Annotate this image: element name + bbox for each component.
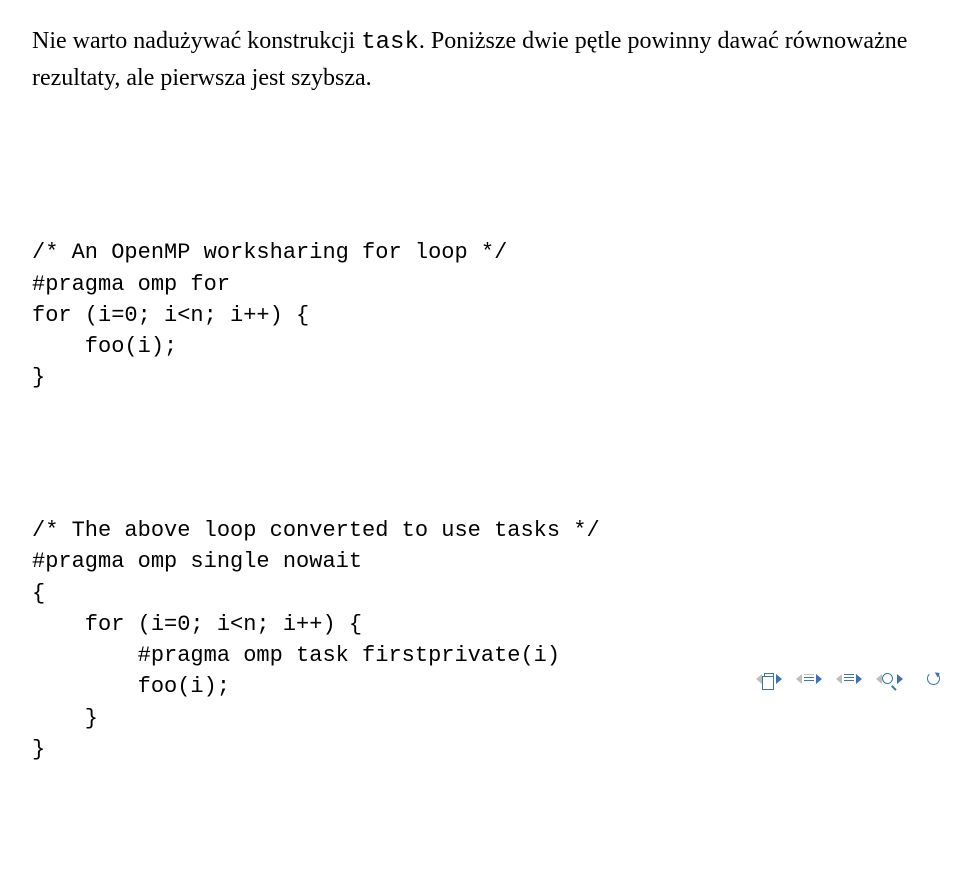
prev-subsection-icon[interactable] (796, 674, 802, 684)
code-listing: /* An OpenMP worksharing for loop */ #pr… (32, 144, 928, 856)
prev-section-icon[interactable] (836, 674, 842, 684)
next-subsection-icon[interactable] (816, 674, 822, 684)
code-line: for (i=0; i<n; i++) { (32, 612, 362, 637)
code-block-2: /* The above loop converted to use tasks… (32, 484, 928, 765)
search-icon[interactable] (882, 673, 893, 684)
nav-search-group (876, 673, 903, 684)
frame-icon (764, 673, 774, 685)
code-line: { (32, 581, 45, 606)
intro-text-1: Nie warto nadużywać konstrukcji (32, 28, 361, 54)
code-line: #pragma omp task firstprivate(i) (32, 643, 560, 668)
code-block-1: /* An OpenMP worksharing for loop */ #pr… (32, 206, 928, 393)
subsection-lines-icon (804, 674, 814, 683)
code-line: #pragma omp for (32, 272, 230, 297)
code-line: for (i=0; i<n; i++) { (32, 303, 309, 328)
nav-reload-group[interactable] (927, 672, 940, 685)
beamer-navbar (756, 672, 940, 685)
nav-section-group (836, 674, 862, 684)
intro-paragraph: Nie warto nadużywać konstrukcji task. Po… (32, 24, 928, 96)
code-line: /* An OpenMP worksharing for loop */ (32, 240, 507, 265)
section-lines-icon (844, 674, 854, 683)
code-line: } (32, 706, 98, 731)
code-line: foo(i); (32, 334, 177, 359)
code-line: /* The above loop converted to use tasks… (32, 518, 600, 543)
nav-subsection-group (796, 674, 822, 684)
nav-slide-group (756, 673, 782, 685)
intro-code-word: task (361, 29, 419, 56)
search-next-icon[interactable] (897, 674, 903, 684)
reload-icon (927, 672, 940, 685)
next-slide-icon[interactable] (776, 674, 782, 684)
code-line: } (32, 737, 45, 762)
code-line: } (32, 365, 45, 390)
code-line: #pragma omp single nowait (32, 549, 362, 574)
next-section-icon[interactable] (856, 674, 862, 684)
code-line: foo(i); (32, 674, 230, 699)
